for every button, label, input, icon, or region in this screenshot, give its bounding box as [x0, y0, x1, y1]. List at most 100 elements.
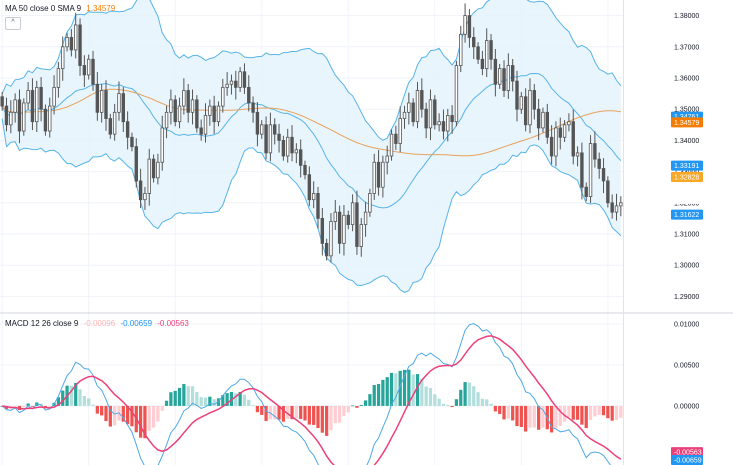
- candle: [307, 166, 312, 207]
- histogram-bar: [506, 405, 510, 419]
- histogram-bar: [601, 405, 606, 416]
- macd-signal-value: -0.00563: [157, 319, 189, 328]
- candle: [0, 92, 4, 111]
- candle-body: [523, 96, 528, 126]
- macd-legend[interactable]: MACD 12 26 close 9 -0.00096 -0.00659 -0.…: [5, 319, 192, 328]
- candle-body: [398, 118, 402, 144]
- candle: [333, 199, 337, 230]
- candle-body: [316, 193, 320, 219]
- candle: [437, 113, 441, 132]
- histogram-bar: [554, 405, 558, 429]
- candle: [588, 135, 593, 204]
- candle: [99, 83, 104, 123]
- histogram-bar: [251, 405, 255, 406]
- histogram-bar: [398, 370, 402, 406]
- histogram-bar: [242, 394, 247, 406]
- candle-body: [26, 90, 30, 104]
- macd-histogram: [0, 369, 623, 439]
- candle: [303, 160, 307, 180]
- candle: [95, 72, 100, 121]
- histogram-bar: [588, 405, 593, 420]
- candle: [398, 106, 402, 152]
- ma-legend-value: 1.34579: [86, 4, 116, 13]
- candle-body: [143, 193, 147, 201]
- candle: [117, 81, 121, 121]
- candle-body: [368, 193, 372, 213]
- main-legend[interactable]: MA 50 close 0 SMA 9 1.34579: [5, 4, 118, 13]
- candle: [169, 89, 173, 125]
- candle: [78, 18, 82, 76]
- histogram-bar: [281, 405, 286, 422]
- candle-body: [562, 124, 567, 138]
- candle-body: [493, 58, 498, 85]
- histogram-bar: [113, 405, 117, 426]
- candle-body: [381, 161, 385, 188]
- candle: [593, 131, 597, 168]
- candle-body: [225, 83, 229, 88]
- histogram-bar: [575, 405, 580, 420]
- candle: [467, 9, 472, 48]
- histogram-bar: [459, 389, 463, 406]
- candle: [134, 138, 138, 188]
- candle-body: [519, 96, 524, 110]
- price-badge-bg: [671, 209, 703, 220]
- candle-body: [164, 111, 169, 129]
- price-badge-bg: [671, 117, 703, 128]
- macd-badge-bg: [671, 408, 703, 419]
- candle-body: [402, 111, 407, 119]
- bb-middle-line: [1, 72, 622, 209]
- candle: [515, 70, 519, 122]
- candle: [268, 112, 273, 162]
- candle: [61, 36, 65, 81]
- histogram-bar: [610, 405, 614, 421]
- candle: [212, 95, 216, 134]
- candle-body: [61, 46, 65, 70]
- histogram-bar: [562, 405, 567, 422]
- candle: [229, 74, 234, 95]
- candle: [208, 99, 212, 126]
- candle: [121, 87, 125, 132]
- price-tick-label: 1.30000: [674, 263, 699, 270]
- candle-body: [437, 121, 441, 126]
- candle: [82, 55, 87, 88]
- histogram-bar: [299, 405, 303, 420]
- histogram-bar: [467, 382, 472, 406]
- candle: [536, 98, 541, 141]
- candle-body: [151, 158, 156, 179]
- candle: [91, 50, 95, 91]
- histogram-bar: [325, 405, 329, 436]
- candle: [151, 154, 156, 183]
- histogram-bar: [389, 372, 394, 406]
- collapse-legend-button[interactable]: ^: [5, 17, 21, 30]
- candle-body: [125, 121, 130, 138]
- candle: [385, 145, 389, 175]
- candle-body: [554, 127, 558, 157]
- candle: [56, 62, 61, 98]
- candle-body: [614, 205, 619, 213]
- histogram-bar: [381, 379, 385, 406]
- histogram-bar: [177, 387, 182, 406]
- macd-line: [1, 323, 611, 465]
- histogram-bar: [584, 405, 588, 429]
- macd-badge: -0.00659: [671, 454, 703, 465]
- candle-body: [17, 99, 22, 132]
- candle: [459, 25, 463, 73]
- macd-lines: [1, 323, 622, 465]
- histogram-bar: [385, 377, 389, 406]
- histogram-bar: [320, 405, 324, 433]
- candle: [580, 142, 584, 200]
- price-badge-text: 1.33191: [674, 163, 699, 170]
- candle-body: [195, 99, 199, 129]
- candle: [22, 98, 26, 136]
- candle-body: [104, 90, 108, 119]
- candle: [277, 123, 281, 153]
- candle: [402, 105, 407, 129]
- candle: [138, 168, 143, 209]
- candle: [519, 92, 524, 114]
- candle: [584, 182, 588, 202]
- bb-upper-line: [1, 0, 622, 141]
- histogram-bar: [82, 395, 86, 406]
- candle: [147, 148, 151, 206]
- candle-body: [588, 143, 593, 197]
